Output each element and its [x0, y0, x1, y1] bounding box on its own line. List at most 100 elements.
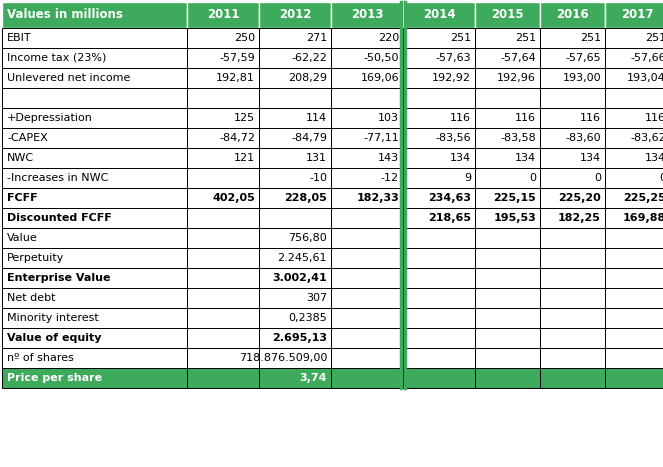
- Text: -57,64: -57,64: [501, 53, 536, 63]
- Bar: [475, 188, 540, 208]
- Bar: [187, 228, 259, 248]
- Bar: [475, 308, 540, 328]
- Text: Enterprise Value: Enterprise Value: [7, 273, 111, 283]
- Bar: [187, 308, 259, 328]
- Text: 2.695,13: 2.695,13: [272, 333, 327, 343]
- Bar: [259, 168, 331, 188]
- Bar: [2, 168, 187, 188]
- Bar: [403, 348, 475, 368]
- Text: -62,22: -62,22: [291, 53, 327, 63]
- Bar: [2, 88, 187, 108]
- Bar: [605, 48, 663, 68]
- Bar: [2, 228, 187, 248]
- Text: 182,33: 182,33: [356, 193, 399, 203]
- Bar: [540, 248, 605, 268]
- Bar: [540, 168, 605, 188]
- Bar: [403, 228, 475, 248]
- Bar: [475, 348, 540, 368]
- Bar: [2, 2, 187, 28]
- Bar: [2, 188, 187, 208]
- Text: 307: 307: [306, 293, 327, 303]
- Bar: [259, 368, 331, 388]
- Bar: [605, 88, 663, 108]
- Text: 0,2385: 0,2385: [288, 313, 327, 323]
- Bar: [403, 88, 475, 108]
- Text: -CAPEX: -CAPEX: [7, 133, 48, 143]
- Bar: [403, 308, 475, 328]
- Text: -84,79: -84,79: [291, 133, 327, 143]
- Bar: [403, 48, 475, 68]
- Text: -77,11: -77,11: [363, 133, 399, 143]
- Bar: [2, 368, 187, 388]
- Text: -57,63: -57,63: [436, 53, 471, 63]
- Bar: [331, 208, 403, 228]
- Bar: [475, 108, 540, 128]
- Bar: [331, 188, 403, 208]
- Bar: [187, 48, 259, 68]
- Bar: [2, 248, 187, 268]
- Bar: [331, 368, 403, 388]
- Text: 2015: 2015: [491, 8, 524, 21]
- Bar: [403, 168, 475, 188]
- Text: 103: 103: [378, 113, 399, 123]
- Bar: [403, 208, 475, 228]
- Bar: [259, 348, 331, 368]
- Text: 116: 116: [645, 113, 663, 123]
- Text: Net debt: Net debt: [7, 293, 56, 303]
- Bar: [540, 228, 605, 248]
- Text: -83,56: -83,56: [436, 133, 471, 143]
- Bar: [187, 208, 259, 228]
- Bar: [187, 348, 259, 368]
- Text: NWC: NWC: [7, 153, 34, 163]
- Text: -83,58: -83,58: [501, 133, 536, 143]
- Bar: [475, 248, 540, 268]
- Text: 0: 0: [659, 173, 663, 183]
- Bar: [331, 168, 403, 188]
- Text: nº of shares: nº of shares: [7, 353, 74, 363]
- Bar: [187, 288, 259, 308]
- Bar: [540, 208, 605, 228]
- Text: 718.876.509,00: 718.876.509,00: [239, 353, 327, 363]
- Bar: [403, 248, 475, 268]
- Text: -50,50: -50,50: [363, 53, 399, 63]
- Bar: [2, 48, 187, 68]
- Bar: [331, 328, 403, 348]
- Text: 225,20: 225,20: [558, 193, 601, 203]
- Bar: [475, 168, 540, 188]
- Text: +Depressiation: +Depressiation: [7, 113, 93, 123]
- Bar: [605, 208, 663, 228]
- Text: 193,04: 193,04: [627, 73, 663, 83]
- Bar: [540, 268, 605, 288]
- Bar: [331, 108, 403, 128]
- Bar: [331, 88, 403, 108]
- Bar: [540, 2, 605, 28]
- Bar: [540, 288, 605, 308]
- Bar: [259, 308, 331, 328]
- Bar: [605, 308, 663, 328]
- Bar: [540, 188, 605, 208]
- Bar: [605, 368, 663, 388]
- Bar: [2, 328, 187, 348]
- Text: 9: 9: [464, 173, 471, 183]
- Bar: [540, 148, 605, 168]
- Bar: [475, 28, 540, 48]
- Bar: [475, 68, 540, 88]
- Bar: [403, 2, 475, 28]
- Bar: [259, 28, 331, 48]
- Text: 2012: 2012: [278, 8, 311, 21]
- Text: 192,81: 192,81: [216, 73, 255, 83]
- Bar: [2, 28, 187, 48]
- Bar: [403, 288, 475, 308]
- Text: Unlevered net income: Unlevered net income: [7, 73, 131, 83]
- Bar: [259, 248, 331, 268]
- Bar: [475, 48, 540, 68]
- Text: Minority interest: Minority interest: [7, 313, 99, 323]
- Text: 121: 121: [234, 153, 255, 163]
- Bar: [540, 308, 605, 328]
- Bar: [403, 128, 475, 148]
- Text: 134: 134: [450, 153, 471, 163]
- Text: -57,65: -57,65: [566, 53, 601, 63]
- Bar: [605, 188, 663, 208]
- Bar: [540, 68, 605, 88]
- Text: 182,25: 182,25: [558, 213, 601, 223]
